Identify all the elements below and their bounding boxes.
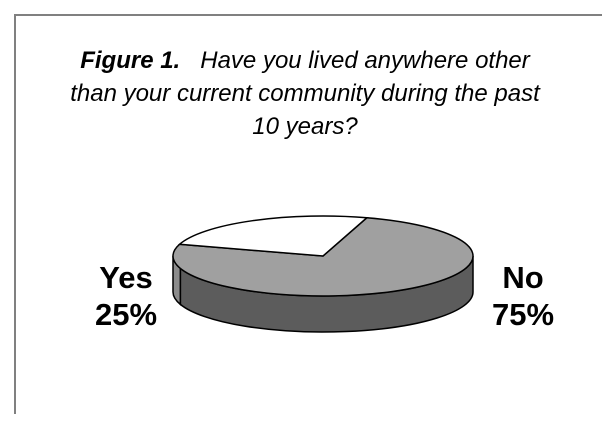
label-no-category: No: [502, 260, 544, 295]
slice-no: [172, 216, 474, 297]
figure-number: Figure 1.: [80, 47, 181, 74]
frame-top-border: [14, 14, 602, 16]
label-yes-category: Yes: [99, 260, 153, 295]
frame-left-border: [14, 14, 16, 414]
slice-yes: [177, 215, 369, 257]
figure-question: Have you lived anywhere other than your …: [70, 47, 540, 140]
label-no: No 75%: [486, 259, 560, 333]
label-yes-value: 25%: [94, 297, 158, 332]
label-yes: Yes 25%: [86, 259, 166, 333]
label-no-value: 75%: [491, 297, 555, 332]
chart-title: Figure 1. Have you lived anywhere other …: [60, 44, 550, 143]
